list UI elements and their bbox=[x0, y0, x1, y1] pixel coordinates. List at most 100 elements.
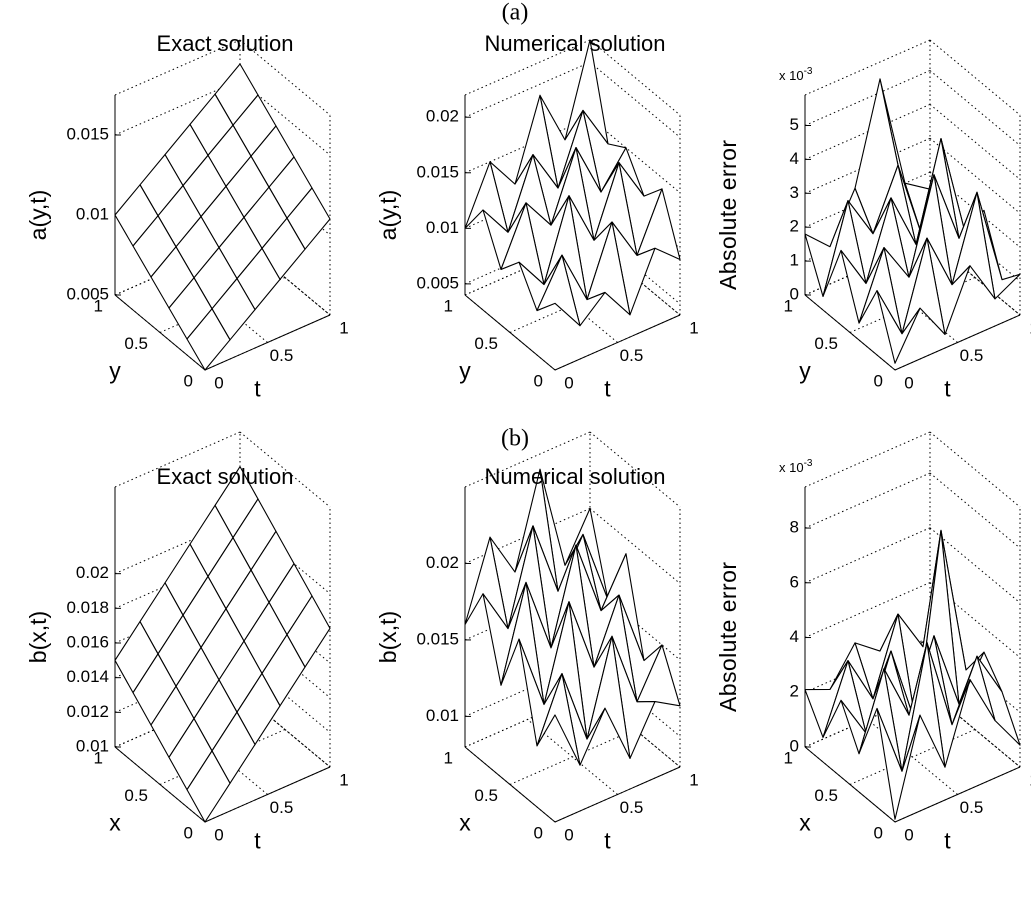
grid-line bbox=[929, 239, 1021, 316]
z-tick-label: 0.01 bbox=[76, 736, 109, 755]
x-tick-label: 1 bbox=[784, 748, 793, 767]
z-tick-label: 0.02 bbox=[426, 553, 459, 572]
x-tick-label: 1 bbox=[444, 296, 453, 315]
chart-title: Exact solution bbox=[157, 464, 294, 489]
box-edge bbox=[804, 431, 931, 488]
x-tick-label: 0.5 bbox=[814, 334, 838, 353]
mesh-cell bbox=[186, 750, 231, 823]
x-tick-label: 0.5 bbox=[124, 334, 148, 353]
z-axis-label: a(y,t) bbox=[25, 190, 51, 241]
axis bbox=[554, 766, 681, 823]
axis bbox=[204, 314, 331, 371]
axis bbox=[464, 746, 556, 823]
x-axis-label: x bbox=[459, 810, 471, 836]
x-tick-label: 0 bbox=[534, 823, 543, 842]
t-tick-label: 1 bbox=[339, 770, 348, 789]
x-tick-label: 0 bbox=[184, 371, 193, 390]
z-tick-label: 0.01 bbox=[76, 204, 109, 223]
z-tick-label: 3 bbox=[790, 183, 799, 202]
mesh-cell bbox=[186, 308, 231, 371]
t-tick-label: 0 bbox=[564, 825, 573, 844]
x-tick-label: 1 bbox=[94, 296, 103, 315]
z-tick-label: 2 bbox=[790, 217, 799, 236]
t-axis-label: t bbox=[254, 376, 261, 402]
t-tick-label: 1 bbox=[339, 318, 348, 337]
grid-line bbox=[239, 79, 331, 156]
x-tick-label: 1 bbox=[784, 296, 793, 315]
x-tick-label: 0 bbox=[184, 823, 193, 842]
z-tick-label: 0.018 bbox=[66, 598, 109, 617]
x-tick-label: 1 bbox=[94, 748, 103, 767]
x-tick-label: 0 bbox=[534, 371, 543, 390]
grid-line bbox=[929, 527, 1021, 604]
t-tick-label: 0.5 bbox=[960, 346, 984, 365]
t-axis-label: t bbox=[944, 376, 951, 402]
box-edge bbox=[464, 431, 591, 488]
x-axis-label: y bbox=[799, 358, 811, 384]
grid-line bbox=[929, 137, 1021, 214]
z-tick-label: 0.005 bbox=[416, 273, 459, 292]
box-edge bbox=[114, 431, 241, 488]
z-tick-label: 0.015 bbox=[416, 629, 459, 648]
grid-line bbox=[239, 691, 331, 768]
z-axis-label: b(x,t) bbox=[25, 611, 51, 663]
z-tick-label: 0.012 bbox=[66, 702, 109, 721]
z-axis-label: a(y,t) bbox=[375, 190, 401, 241]
grid-line bbox=[527, 719, 618, 795]
grid-line bbox=[804, 70, 931, 126]
t-tick-label: 1 bbox=[689, 770, 698, 789]
axis bbox=[804, 294, 896, 371]
z-tick-label: 0 bbox=[790, 736, 799, 755]
grid-line bbox=[804, 582, 931, 638]
grid-line bbox=[589, 508, 681, 584]
grid-line bbox=[804, 472, 931, 529]
box-edge bbox=[239, 431, 331, 508]
x-tick-label: 0 bbox=[874, 371, 883, 390]
grid-line bbox=[239, 239, 331, 316]
z-tick-label: 0.01 bbox=[426, 218, 459, 237]
z-tick-label: 0 bbox=[790, 284, 799, 303]
z-tick-label: 0.01 bbox=[426, 706, 459, 725]
t-axis-label: t bbox=[604, 828, 611, 854]
axis bbox=[804, 746, 896, 823]
t-tick-label: 0 bbox=[904, 373, 913, 392]
grid-line bbox=[589, 61, 681, 138]
z-tick-label: 8 bbox=[790, 518, 799, 537]
x-tick-label: 0.5 bbox=[814, 786, 838, 805]
grid-line bbox=[929, 691, 1021, 768]
multiplier: x 10-3 bbox=[779, 458, 813, 476]
grid-line bbox=[929, 70, 1021, 146]
z-tick-label: 1 bbox=[790, 251, 799, 270]
chart-title: Numerical solution bbox=[485, 31, 666, 56]
x-tick-label: 0.5 bbox=[474, 786, 498, 805]
t-tick-label: 0 bbox=[904, 825, 913, 844]
box-edge bbox=[239, 39, 331, 116]
axis bbox=[114, 746, 206, 823]
x-tick-label: 0.5 bbox=[474, 334, 498, 353]
t-tick-label: 0 bbox=[564, 373, 573, 392]
chart-title: Numerical solution bbox=[485, 464, 666, 489]
z-tick-label: 4 bbox=[790, 627, 799, 646]
t-tick-label: 0.5 bbox=[620, 346, 644, 365]
mesh-cell bbox=[536, 673, 581, 766]
multiplier: x 10-3 bbox=[779, 66, 813, 84]
z-axis-label: b(x,t) bbox=[375, 611, 401, 663]
z-tick-label: 0.02 bbox=[426, 107, 459, 126]
axis bbox=[204, 766, 331, 823]
mesh-cell bbox=[536, 254, 581, 327]
grid-line bbox=[464, 61, 591, 118]
box-edge bbox=[589, 431, 681, 508]
x-tick-label: 0 bbox=[874, 823, 883, 842]
z-tick-label: 0.016 bbox=[66, 632, 109, 651]
x-axis-label: y bbox=[109, 358, 121, 384]
z-tick-label: 2 bbox=[790, 682, 799, 701]
t-tick-label: 0.5 bbox=[620, 798, 644, 817]
x-axis-label: y bbox=[459, 358, 471, 384]
t-tick-label: 0.5 bbox=[270, 346, 294, 365]
axis bbox=[894, 314, 1021, 371]
grid-line bbox=[929, 582, 1021, 658]
x-tick-label: 1 bbox=[444, 748, 453, 767]
z-tick-label: 0.014 bbox=[66, 667, 109, 686]
grid-line bbox=[867, 719, 958, 795]
z-axis-label: Absolute error bbox=[715, 140, 741, 290]
